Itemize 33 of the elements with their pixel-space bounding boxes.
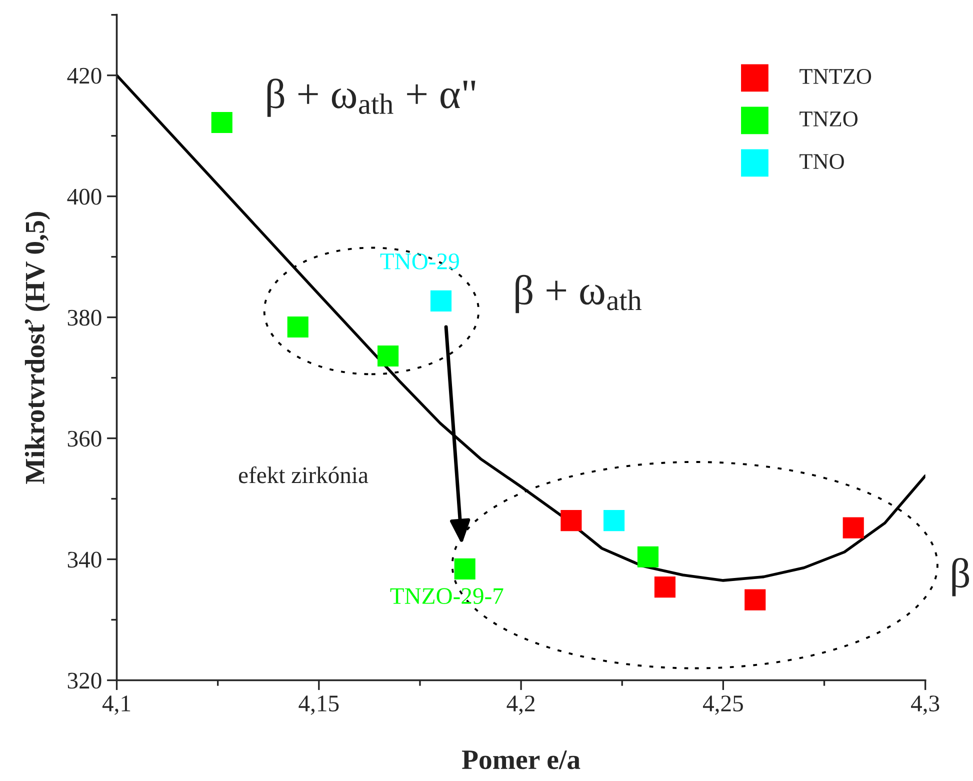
y-axis-title: Mikrotvrdosť (HV 0,5): [24, 212, 50, 484]
point: [654, 576, 676, 598]
x-axis-title: Pomer e/a: [462, 750, 580, 770]
point: [378, 345, 399, 367]
y-tick-label: 340: [68, 552, 102, 568]
point: [211, 112, 232, 134]
point: [637, 546, 659, 568]
legend-label: TNO: [800, 154, 844, 169]
legend-label: TNZO: [800, 112, 858, 126]
y-tick-label: 320: [68, 672, 102, 689]
annotation: efekt zirkónia: [238, 466, 368, 484]
point: [603, 510, 625, 532]
y-tick-label: 420: [67, 68, 102, 84]
point: [560, 510, 582, 532]
point: [842, 517, 864, 538]
annotation: TNO-29: [380, 254, 459, 270]
annotation: β + ω$_{ath}$: [516, 274, 642, 314]
point: [287, 316, 308, 338]
point: [430, 290, 452, 312]
annotation: TNZO-29-7: [390, 588, 504, 604]
point: [744, 589, 766, 610]
y-tick-label: 380: [68, 310, 102, 326]
annotation: β + ω$_{ath}$ + α": [267, 78, 476, 117]
legend-label: TNTZO: [800, 69, 872, 84]
x-tick-label: 4,2: [506, 696, 534, 715]
x-tick-label: 4,25: [702, 696, 743, 715]
text: β: [952, 558, 970, 596]
x-tick-label: 4,1: [102, 696, 130, 715]
y-tick-label: 360: [68, 430, 102, 447]
x-tick-label: 4,3: [911, 696, 940, 715]
point: [454, 558, 476, 580]
y-tick-label: 400: [67, 188, 102, 205]
x-tick-label: 4,15: [298, 696, 339, 715]
